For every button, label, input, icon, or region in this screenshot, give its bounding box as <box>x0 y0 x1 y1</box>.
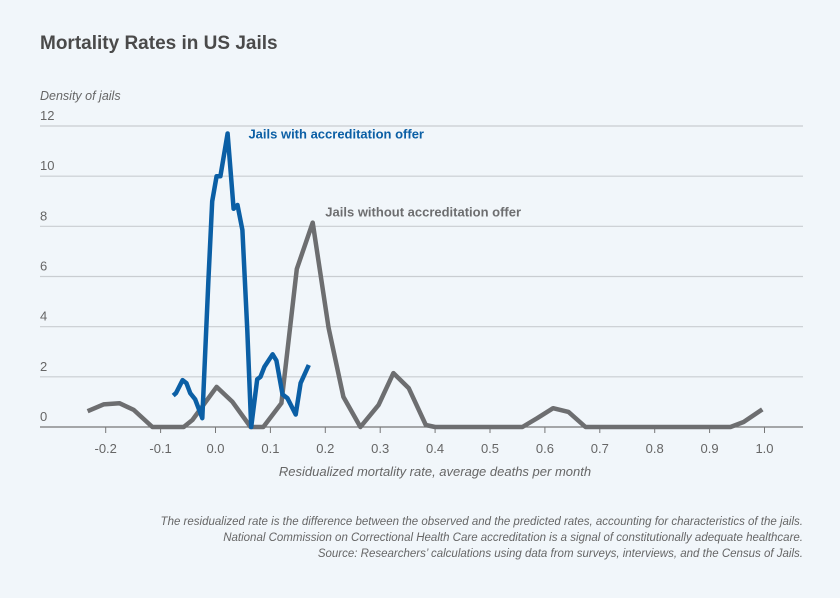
note-line: National Commission on Correctional Heal… <box>223 532 803 544</box>
x-axis-title: Residualized mortality rate, average dea… <box>278 464 592 479</box>
x-tick-label: 0.9 <box>701 441 719 456</box>
x-tick-label: 1.0 <box>755 441 773 456</box>
x-tick-label: 0.5 <box>481 441 499 456</box>
series-label-without-accreditation: Jails without accreditation offer <box>325 204 521 219</box>
y-tick-label: 4 <box>40 309 47 324</box>
series-line-with-accreditation <box>171 131 311 430</box>
x-tick-label: 0.0 <box>206 441 224 456</box>
x-tick-label: -0.1 <box>149 441 171 456</box>
series-labels: Jails with accreditation offer Jails with… <box>248 127 521 220</box>
gridlines <box>40 125 803 378</box>
x-tick-label: 0.2 <box>316 441 334 456</box>
note-source: Source: Researchers’ calculations using … <box>317 548 803 560</box>
y-tick-label: 0 <box>40 409 47 424</box>
chart-title: Mortality Rates in US Jails <box>40 33 278 54</box>
x-tick-label: 0.6 <box>536 441 554 456</box>
x-tick-label: 0.1 <box>261 441 279 456</box>
y-tick-label: 12 <box>40 108 54 123</box>
y-tick-label: 10 <box>40 158 54 173</box>
series-label-with-accreditation: Jails with accreditation offer <box>248 127 424 142</box>
chart-notes: The residualized rate is the difference … <box>161 514 803 562</box>
y-tick-label: 2 <box>40 359 47 374</box>
x-axis: -0.2 -0.1 0.0 0.1 0.2 0.3 0.4 0.5 0.6 0.7 0.8 0.9 1.… <box>40 426 803 456</box>
note-line: The residualized rate is the difference … <box>160 516 803 528</box>
series-lines <box>86 131 764 430</box>
y-axis-title: Density of jails <box>40 89 121 103</box>
x-tick-label: 0.8 <box>646 441 664 456</box>
x-tick-label: 0.3 <box>371 441 389 456</box>
y-tick-label: 8 <box>40 208 47 223</box>
series-line-without-accreditation <box>86 220 764 430</box>
x-tick-label: 0.7 <box>591 441 609 456</box>
x-tick-label: -0.2 <box>94 441 116 456</box>
y-tick-label: 6 <box>40 259 47 274</box>
x-tick-label: 0.4 <box>426 441 444 456</box>
y-axis-ticks: 0 2 4 6 8 10 12 <box>40 108 54 424</box>
